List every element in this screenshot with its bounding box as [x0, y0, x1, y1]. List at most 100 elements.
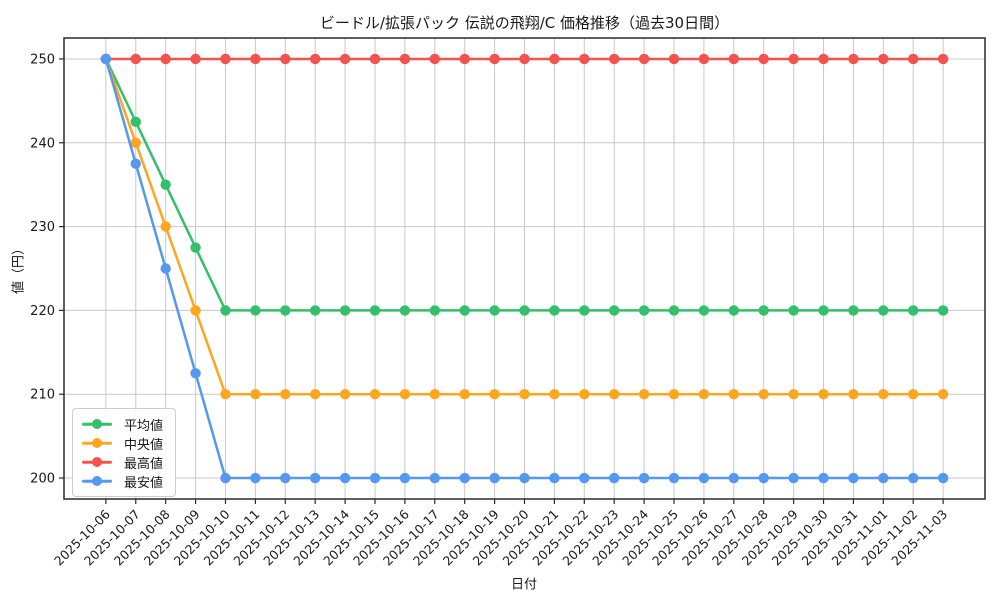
series-median-marker	[848, 389, 859, 400]
series-average-marker	[429, 305, 440, 316]
legend-label-average: 平均値	[124, 418, 164, 434]
series-average-marker	[609, 305, 620, 316]
series-max-marker	[609, 53, 620, 65]
series-min-marker	[429, 472, 440, 484]
series-median-marker	[698, 389, 710, 400]
series-average-marker	[937, 305, 949, 316]
series-median-marker	[609, 389, 620, 400]
series-min-marker	[280, 472, 291, 484]
series-min-marker	[489, 472, 500, 484]
series-max-marker	[848, 53, 859, 65]
series-average-marker	[579, 305, 590, 316]
series-average-marker	[309, 305, 321, 316]
legend-item-max: 最高値	[82, 454, 164, 472]
series-median-marker	[190, 305, 201, 316]
series-max-marker	[369, 53, 381, 65]
series-max-marker	[788, 53, 799, 65]
series-max-marker	[638, 53, 650, 65]
series-max-marker	[579, 53, 590, 65]
series-average-marker	[638, 305, 650, 316]
legend: 平均値中央値最高値最安値	[72, 408, 177, 497]
legend-item-min: 最安値	[82, 473, 164, 491]
series-median-marker	[788, 389, 799, 400]
series-average-marker	[668, 305, 680, 316]
series-min-marker	[758, 472, 769, 484]
series-max-marker	[818, 53, 829, 65]
series-max-marker	[190, 53, 201, 65]
series-max-marker	[339, 53, 351, 65]
series-min-marker	[668, 472, 680, 484]
series-median-marker	[519, 389, 530, 400]
series-min-marker	[220, 472, 231, 484]
series-min-marker	[878, 472, 889, 484]
series-max-marker	[489, 53, 500, 65]
legend-label-max: 最高値	[124, 456, 164, 472]
series-min-marker	[937, 472, 949, 484]
series-min-marker	[698, 472, 710, 484]
series-max-marker	[758, 53, 769, 65]
series-average-marker	[908, 305, 919, 316]
series-median-marker	[878, 389, 889, 400]
series-min-marker	[369, 472, 381, 484]
series-median-marker	[638, 389, 650, 400]
series-min-marker	[519, 472, 530, 484]
series-max-marker	[220, 53, 231, 65]
series-average-marker	[818, 305, 829, 316]
series-average-marker	[399, 305, 411, 316]
chart-title: ビードル/拡張パック 伝説の飛翔/C 価格推移（過去30日間）	[319, 14, 730, 32]
series-average-marker	[280, 305, 291, 316]
series-min-marker	[848, 472, 859, 484]
series-min-marker	[728, 472, 740, 484]
legend-item-average: 平均値	[82, 416, 164, 434]
series-median-marker	[668, 389, 680, 400]
series-median-marker	[339, 389, 351, 400]
series-min-marker	[908, 472, 919, 484]
series-median-marker	[579, 389, 590, 400]
x-axis-label: 日付	[510, 577, 538, 593]
series-max-marker	[937, 53, 949, 65]
series-median-marker	[250, 389, 261, 400]
series-average-marker	[698, 305, 710, 316]
series-max-marker	[459, 53, 470, 65]
series-max-marker	[698, 53, 710, 65]
legend-label-min: 最安値	[124, 475, 164, 491]
plot-border	[63, 37, 986, 500]
series-max-marker	[309, 53, 321, 65]
series-min-marker	[609, 472, 620, 484]
series-median-marker	[130, 137, 141, 148]
y-tick-label: 210	[30, 388, 55, 403]
series-min-marker	[250, 472, 261, 484]
y-axis-label: 値（円）	[11, 241, 27, 295]
series-min-marker	[309, 472, 321, 484]
series-average-marker	[130, 116, 141, 128]
series-min-marker	[788, 472, 799, 484]
series-median-marker	[937, 389, 949, 400]
series-average-marker	[339, 305, 351, 316]
series-max-marker	[429, 53, 440, 65]
series-average-marker	[878, 305, 889, 316]
legend-marker-max	[82, 456, 112, 468]
series-median-marker	[399, 389, 411, 400]
series-max-marker	[250, 53, 261, 65]
y-tick-label: 230	[30, 220, 55, 235]
series-min-marker	[818, 472, 829, 484]
series-min-marker	[399, 472, 411, 484]
series-median-marker	[908, 389, 919, 400]
series-min-marker	[130, 158, 141, 169]
legend-marker-average	[82, 418, 112, 430]
series-average-marker	[848, 305, 859, 316]
series-min-marker	[638, 472, 650, 484]
series-median-marker	[309, 389, 321, 400]
series-min-marker	[549, 472, 560, 484]
y-tick-label: 220	[30, 304, 55, 319]
series-max-marker	[668, 53, 680, 65]
legend-label-median: 中央値	[124, 437, 164, 453]
series-max-marker	[728, 53, 740, 65]
series-median-marker	[220, 389, 231, 400]
series-median-marker	[728, 389, 740, 400]
series-average-marker	[220, 305, 231, 316]
series-average-marker	[549, 305, 560, 316]
series-average-marker	[758, 305, 769, 316]
series-max-marker	[130, 53, 141, 65]
